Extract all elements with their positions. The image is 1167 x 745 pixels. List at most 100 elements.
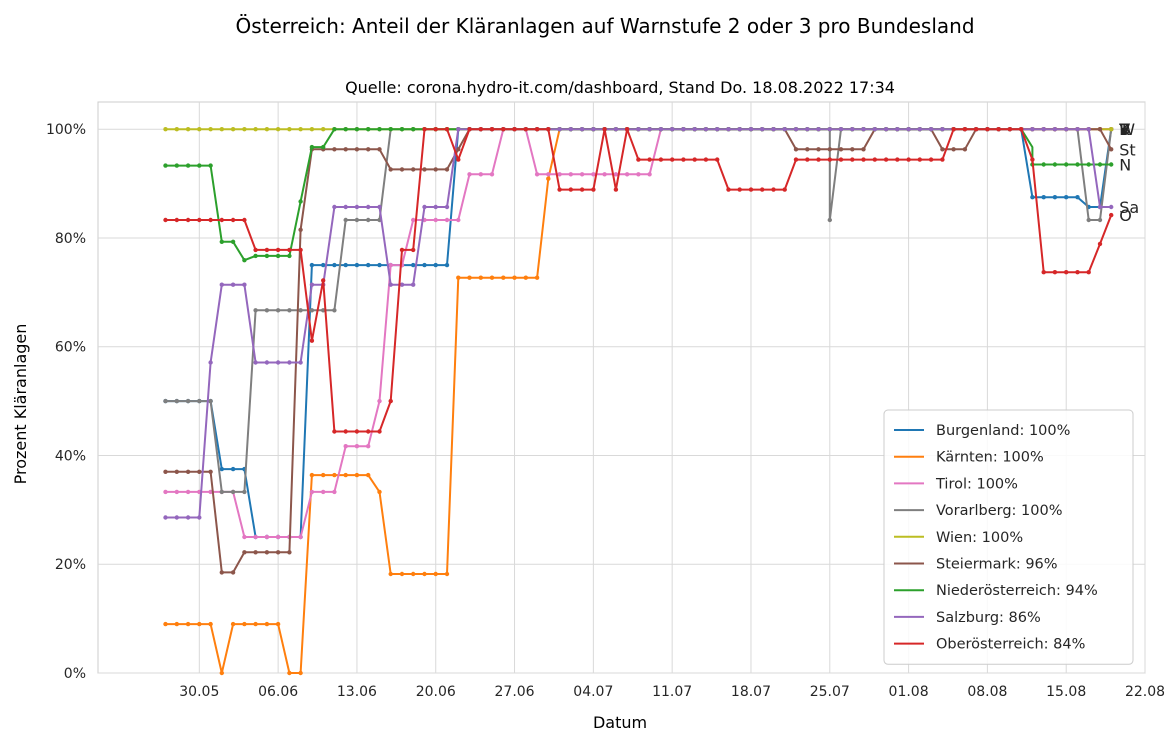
y-axis-label: Prozent Kläranlagen bbox=[11, 324, 30, 485]
series-point-Steiermark bbox=[411, 167, 416, 172]
series-point-Wien bbox=[275, 127, 281, 132]
series-point-Burgenland bbox=[1041, 195, 1046, 200]
series-point-Niederösterreich bbox=[366, 127, 371, 132]
series-point-Kärnten bbox=[467, 275, 472, 280]
series-point-Salzburg bbox=[895, 127, 900, 132]
series-point-Oberösterreich bbox=[444, 127, 450, 132]
x-tick-label: 11.07 bbox=[652, 684, 692, 700]
series-point-Steiermark bbox=[838, 147, 844, 152]
series-point-Niederösterreich bbox=[332, 127, 337, 132]
series-point-Niederösterreich bbox=[298, 199, 303, 204]
series-point-Salzburg bbox=[1030, 127, 1035, 132]
series-point-Salzburg bbox=[1097, 204, 1103, 210]
series-point-Tirol bbox=[411, 217, 416, 223]
series-point-Steiermark bbox=[850, 147, 855, 152]
series-point-Oberösterreich bbox=[433, 127, 438, 132]
end-label-Burgenland: B bbox=[1119, 120, 1130, 139]
x-tick-label: 20.06 bbox=[416, 684, 456, 700]
series-point-Oberösterreich bbox=[242, 217, 247, 223]
series-point-Salzburg bbox=[185, 515, 191, 520]
series-point-Salzburg bbox=[444, 204, 450, 210]
series-point-Oberösterreich bbox=[579, 187, 585, 192]
series-point-Oberösterreich bbox=[760, 187, 765, 192]
series-point-Tirol bbox=[546, 172, 551, 177]
series-point-Tirol bbox=[309, 489, 315, 495]
series-point-Kärnten bbox=[444, 571, 450, 577]
series-point-Tirol bbox=[433, 217, 438, 223]
series-point-Steiermark bbox=[940, 147, 945, 152]
series-point-Salzburg bbox=[456, 127, 461, 132]
series-point-Salzburg bbox=[557, 127, 562, 132]
series-point-Salzburg bbox=[219, 282, 224, 287]
plot-area: 0% 20% 40% 60% 80% 100% 30.05 06.06 13.06 20.06 27… bbox=[46, 101, 1165, 700]
series-point-Wien bbox=[253, 127, 258, 132]
series-point-Vorarlberg bbox=[275, 308, 281, 313]
series-point-Steiermark bbox=[332, 147, 337, 152]
series-point-Oberösterreich bbox=[185, 217, 191, 223]
series-point-Kärnten bbox=[309, 472, 315, 478]
series-point-Oberösterreich bbox=[861, 157, 866, 162]
series-point-Kärnten bbox=[264, 621, 270, 627]
series-point-Vorarlberg bbox=[309, 308, 315, 313]
series-point-Burgenland bbox=[1064, 195, 1069, 200]
series-point-Oberösterreich bbox=[399, 247, 405, 253]
series-point-Salzburg bbox=[1052, 127, 1058, 132]
series-point-Salzburg bbox=[366, 204, 371, 210]
series-point-Salzburg bbox=[264, 360, 270, 365]
series-point-Oberösterreich bbox=[163, 217, 168, 223]
series-point-Burgenland bbox=[219, 466, 224, 472]
series-point-Steiermark bbox=[433, 167, 438, 172]
series-point-Kärnten bbox=[478, 275, 483, 280]
series-point-Oberösterreich bbox=[467, 127, 472, 132]
series-point-Kärnten bbox=[230, 621, 236, 627]
series-point-Niederösterreich bbox=[197, 163, 202, 168]
y-tick-label: 80% bbox=[55, 231, 86, 247]
series-point-Niederösterreich bbox=[377, 127, 382, 132]
series-point-Salzburg bbox=[681, 127, 686, 132]
series-point-Steiermark bbox=[827, 147, 832, 152]
series-point-Steiermark bbox=[163, 469, 168, 474]
series-point-Salzburg bbox=[715, 127, 720, 132]
x-tick-label: 25.07 bbox=[810, 684, 850, 700]
series-point-Salzburg bbox=[230, 282, 236, 287]
series-point-Kärnten bbox=[287, 670, 292, 676]
series-point-Niederösterreich bbox=[219, 239, 224, 244]
series-point-Salzburg bbox=[591, 127, 596, 132]
series-point-Oberösterreich bbox=[377, 429, 382, 434]
series-point-Oberösterreich bbox=[1097, 241, 1103, 247]
series-point-Salzburg bbox=[647, 127, 652, 132]
series-point-Niederösterreich bbox=[1086, 162, 1091, 167]
series-point-Oberösterreich bbox=[917, 157, 922, 162]
series-point-Tirol bbox=[377, 398, 382, 404]
series-point-Oberösterreich bbox=[1109, 212, 1114, 218]
x-tick-label: 30.05 bbox=[179, 684, 219, 700]
series-point-Tirol bbox=[602, 172, 607, 177]
series-point-Burgenland bbox=[354, 262, 360, 268]
series-point-Burgenland bbox=[343, 262, 348, 268]
series-point-Steiermark bbox=[230, 570, 236, 575]
series-point-Kärnten bbox=[399, 571, 405, 577]
series-point-Burgenland bbox=[1052, 195, 1058, 200]
series-point-Salzburg bbox=[793, 127, 799, 132]
series-point-Niederösterreich bbox=[343, 127, 348, 132]
series-point-Steiermark bbox=[208, 469, 213, 474]
series-point-Niederösterreich bbox=[275, 253, 281, 259]
series-point-Oberösterreich bbox=[512, 127, 517, 132]
series-point-Steiermark bbox=[275, 550, 281, 555]
series-point-Salzburg bbox=[940, 127, 945, 132]
series-point-Vorarlberg bbox=[197, 398, 202, 404]
series-point-Kärnten bbox=[185, 621, 191, 627]
series-point-Vorarlberg bbox=[827, 217, 832, 223]
series-point-Oberösterreich bbox=[1064, 270, 1069, 275]
series-point-Kärnten bbox=[253, 621, 258, 627]
series-point-Salzburg bbox=[568, 127, 573, 132]
series-point-Salzburg bbox=[197, 515, 202, 520]
series-point-Salzburg bbox=[411, 282, 416, 287]
series-point-Oberösterreich bbox=[1030, 157, 1035, 162]
series-point-Kärnten bbox=[197, 621, 202, 627]
series-point-Niederösterreich bbox=[1052, 162, 1058, 167]
series-point-Steiermark bbox=[805, 147, 810, 152]
y-tick-label: 40% bbox=[55, 448, 86, 464]
series-point-Salzburg bbox=[579, 127, 585, 132]
